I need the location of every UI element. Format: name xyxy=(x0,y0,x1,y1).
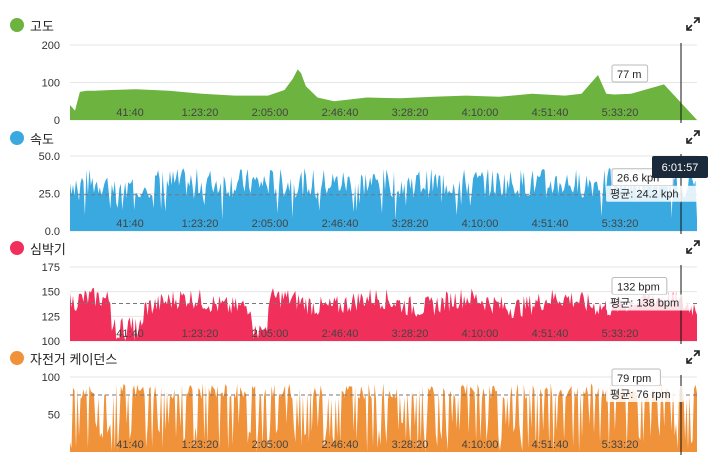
x-tick-label: 41:40 xyxy=(116,107,144,119)
expand-icon[interactable] xyxy=(686,350,700,364)
y-tick-label: 25.0 xyxy=(39,189,60,201)
x-tick-label: 1:23:20 xyxy=(182,328,219,340)
x-tick-label: 41:40 xyxy=(116,439,144,451)
speed-current-value: 26.6 kph xyxy=(617,173,659,185)
x-tick-label: 2:46:40 xyxy=(322,218,359,230)
x-tick-label: 2:05:00 xyxy=(252,107,289,119)
x-tick-label: 2:46:40 xyxy=(322,107,359,119)
speed-header: 속도 xyxy=(10,128,54,148)
altitude-area xyxy=(70,69,697,120)
heart-rate-panel: 심박기 xyxy=(0,238,720,348)
x-tick-label: 1:23:20 xyxy=(182,107,219,119)
x-tick-label: 5:33:20 xyxy=(602,218,639,230)
x-tick-label: 2:46:40 xyxy=(322,439,359,451)
expand-icon[interactable] xyxy=(686,17,700,31)
y-tick-label: 100 xyxy=(42,78,60,90)
x-tick-label: 2:05:00 xyxy=(252,328,289,340)
x-tick-label: 2:05:00 xyxy=(252,218,289,230)
cadence-current-value: 79 rpm xyxy=(617,373,651,385)
y-tick-label: 50.0 xyxy=(39,151,60,163)
x-tick-label: 5:33:20 xyxy=(602,439,639,451)
y-tick-label: 100 xyxy=(42,372,60,384)
cadence-average-value: 평균: 76 rpm xyxy=(610,388,671,401)
x-tick-label: 4:10:00 xyxy=(462,439,499,451)
x-tick-label: 41:40 xyxy=(116,328,144,340)
speed-title: 속도 xyxy=(30,131,54,147)
x-tick-label: 5:33:20 xyxy=(602,328,639,340)
x-tick-label: 3:28:20 xyxy=(392,328,429,340)
x-tick-label: 4:10:00 xyxy=(462,328,499,340)
x-tick-label: 41:40 xyxy=(116,218,144,230)
expand-icon[interactable] xyxy=(686,240,700,254)
altitude-value-tooltip xyxy=(611,64,649,83)
altitude-panel: 고도 xyxy=(0,15,720,125)
x-tick-label: 3:28:20 xyxy=(392,439,429,451)
heart-rate-header: 심박기 xyxy=(10,238,66,258)
y-tick-label: 150 xyxy=(42,287,60,299)
y-tick-label: 50 xyxy=(48,410,60,422)
heart-rate-legend-dot xyxy=(10,241,24,255)
x-tick-label: 1:23:20 xyxy=(182,218,219,230)
y-tick-label: 200 xyxy=(42,40,60,52)
x-tick-label: 5:33:20 xyxy=(602,107,639,119)
cursor-time-badge xyxy=(652,156,708,178)
x-tick-label: 2:46:40 xyxy=(322,328,359,340)
cadence-panel: 자전거 케이던스 xyxy=(0,348,720,458)
y-tick-label: 0.0 xyxy=(45,226,60,238)
speed-legend-dot xyxy=(10,131,24,145)
x-tick-label: 4:51:40 xyxy=(532,107,569,119)
x-tick-label: 4:51:40 xyxy=(532,439,569,451)
x-tick-label: 4:10:00 xyxy=(462,107,499,119)
altitude-title: 고도 xyxy=(30,18,54,34)
heart_rate-area xyxy=(70,287,697,341)
heart_rate-current-value: 132 bpm xyxy=(617,282,660,294)
y-tick-label: 175 xyxy=(42,262,60,274)
cadence-header: 자전거 케이던스 xyxy=(10,348,117,368)
heart_rate-average-value: 평균: 138 bpm xyxy=(610,297,679,310)
y-tick-label: 0 xyxy=(54,115,60,127)
x-tick-label: 4:51:40 xyxy=(532,218,569,230)
x-tick-label: 3:28:20 xyxy=(392,107,429,119)
x-tick-label: 1:23:20 xyxy=(182,439,219,451)
speed-average-tooltip xyxy=(606,185,698,202)
cursor-time: 6:01:57 xyxy=(662,162,699,174)
heart_rate-average-tooltip xyxy=(606,294,691,311)
y-tick-label: 125 xyxy=(42,311,60,323)
x-tick-label: 2:05:00 xyxy=(252,439,289,451)
x-tick-label: 4:10:00 xyxy=(462,218,499,230)
cadence-area xyxy=(70,383,697,452)
cadence-legend-dot xyxy=(10,351,24,365)
x-tick-label: 3:28:20 xyxy=(392,218,429,230)
speed-panel: 속도 xyxy=(0,128,720,238)
speed-area xyxy=(70,168,697,231)
altitude-current-value: 77 m xyxy=(617,69,641,81)
cadence-average-tooltip xyxy=(606,386,684,402)
speed-average-value: 평균: 24.2 kph xyxy=(610,188,679,201)
y-tick-label: 100 xyxy=(42,336,60,348)
cadence-title: 자전거 케이던스 xyxy=(30,351,118,367)
x-tick-label: 4:51:40 xyxy=(532,328,569,340)
altitude-legend-dot xyxy=(10,18,24,32)
heart-rate-title: 심박기 xyxy=(30,241,66,257)
expand-icon[interactable] xyxy=(686,130,700,144)
altitude-header: 고도 xyxy=(10,15,54,35)
